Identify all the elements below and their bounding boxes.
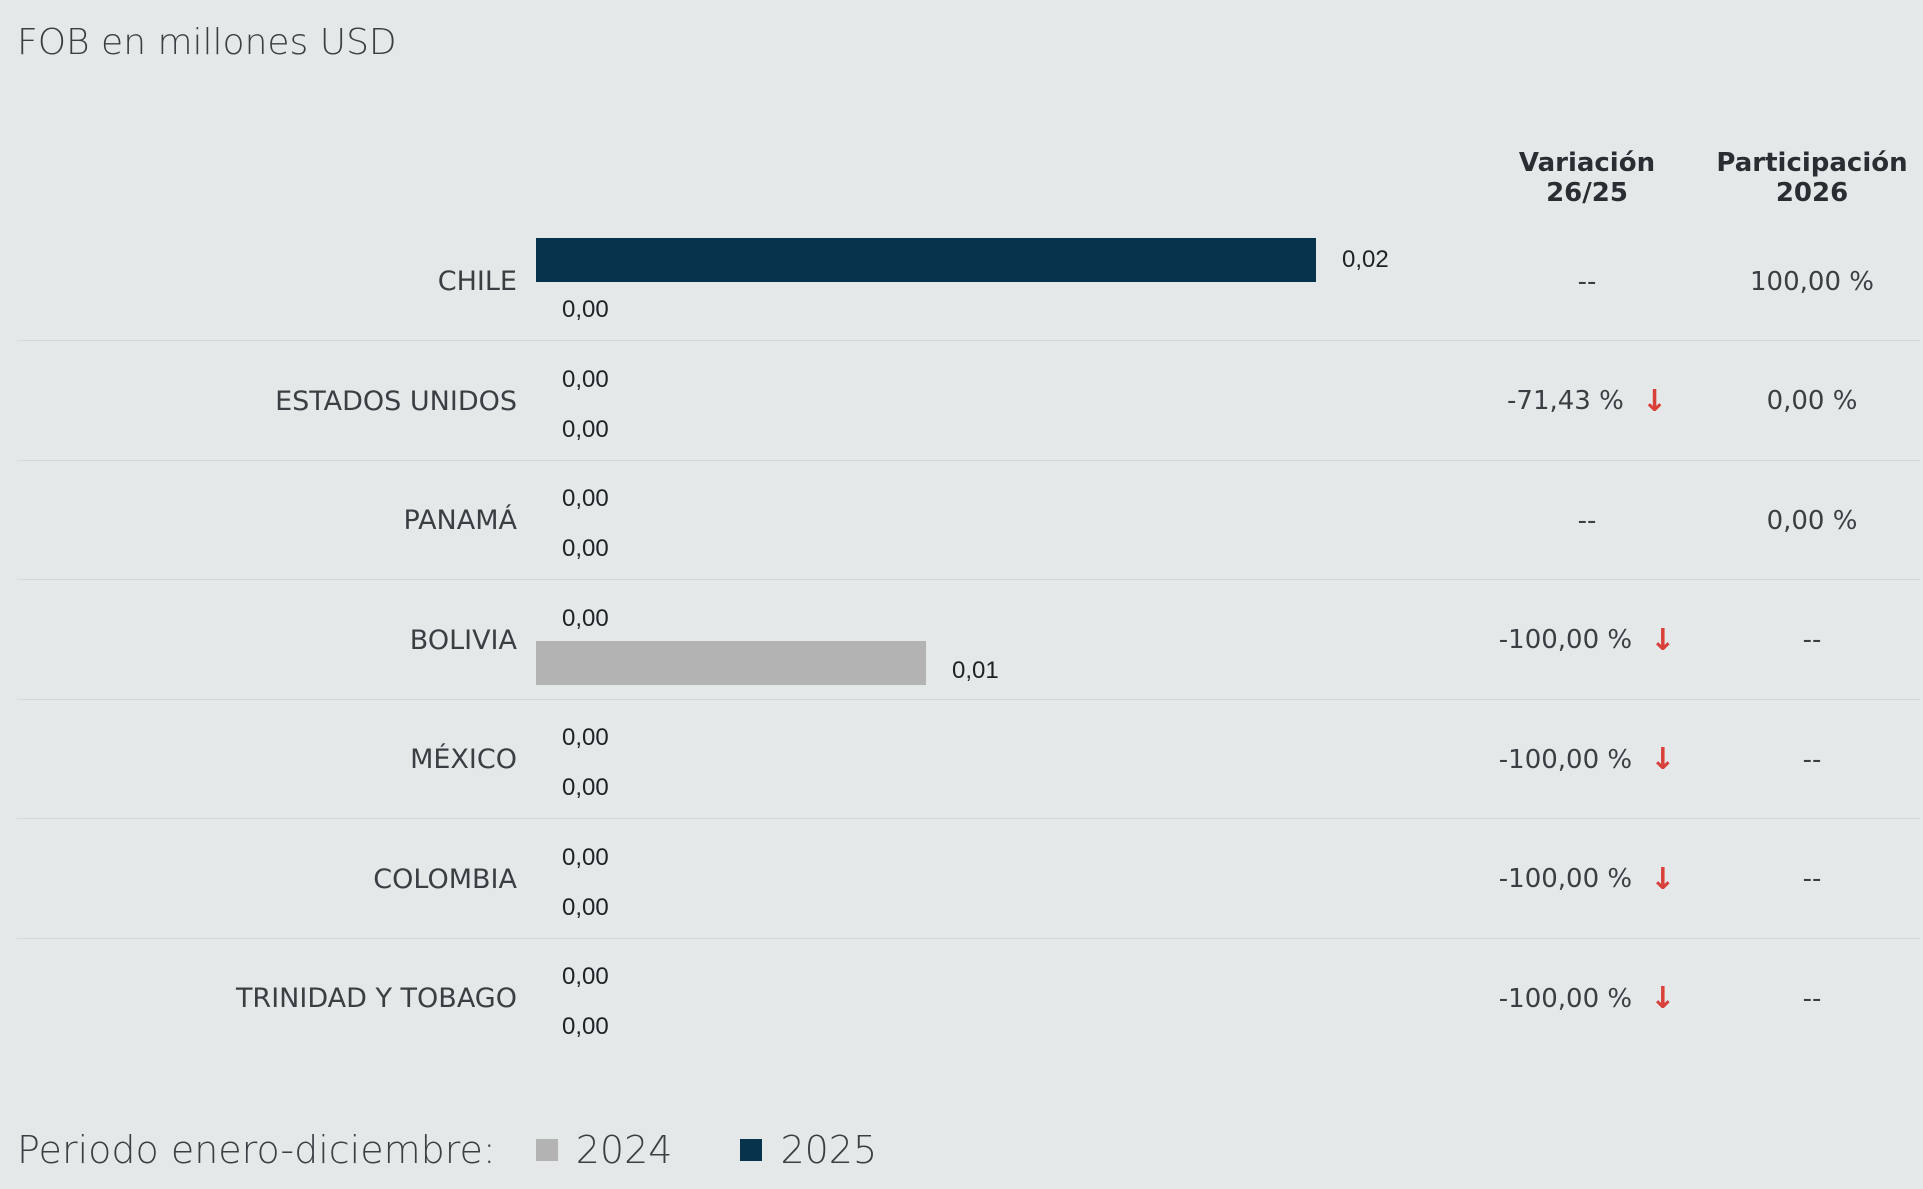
- participacion-header-line1: Participación: [1716, 148, 1908, 178]
- legend-label: Periodo enero-diciembre:: [17, 1128, 496, 1172]
- category-label: COLOMBIA: [373, 863, 517, 895]
- category-label: TRINIDAD Y TOBAGO: [235, 983, 517, 1014]
- variacion-value: --: [1577, 505, 1597, 536]
- category-label: PANAMÁ: [403, 505, 517, 536]
- data-label-2025: 0,00: [562, 724, 609, 751]
- data-label-2025: 0,00: [562, 963, 609, 990]
- legend-swatch-2024: [535, 1139, 558, 1161]
- category-label: BOLIVIA: [409, 624, 517, 656]
- bar-2025: [536, 238, 1316, 282]
- chart-row: COLOMBIA 0,00 0,00 -100,00 % ↓ --: [0, 820, 1923, 939]
- variacion-value: --: [1577, 266, 1597, 297]
- chart-row: TRINIDAD Y TOBAGO 0,00 0,00 -100,00 % ↓ --: [0, 938, 1923, 1058]
- variacion-header: Variación 26/25: [1467, 148, 1707, 208]
- arrow-down-icon: ↓: [1650, 861, 1676, 897]
- data-label-2025: 0,00: [562, 485, 609, 512]
- data-label-2024: 0,00: [562, 415, 609, 443]
- legend-item-2025: 2025: [740, 1128, 877, 1172]
- variacion-value: -100,00 %: [1498, 744, 1633, 775]
- chart-row: CHILE 0,02 0,00 -- 100,00 %: [0, 222, 1923, 341]
- participacion-header: Participación 2026: [1692, 148, 1923, 208]
- variacion-cell: --: [1480, 461, 1694, 580]
- variacion-cell: -100,00 % ↓: [1480, 939, 1694, 1058]
- variacion-value: -100,00 %: [1498, 983, 1633, 1014]
- variacion-value: -71,43 %: [1507, 386, 1624, 416]
- variacion-value: -100,00 %: [1498, 864, 1633, 894]
- variacion-cell: -100,00 % ↓: [1480, 700, 1694, 819]
- participacion-cell: --: [1802, 744, 1822, 775]
- legend-swatch-2025: [740, 1139, 763, 1161]
- data-label-2025: 0,00: [562, 843, 609, 871]
- variacion-cell: -100,00 % ↓: [1480, 820, 1694, 939]
- variacion-header-line1: Variación: [1518, 148, 1656, 178]
- participacion-cell: --: [1802, 983, 1822, 1014]
- chart-row: PANAMÁ 0,00 0,00 -- 0,00 %: [0, 461, 1923, 580]
- variacion-cell: -100,00 % ↓: [1480, 581, 1694, 700]
- participacion-cell: --: [1802, 625, 1822, 655]
- legend: Periodo enero-diciembre: 2024 2025: [17, 1122, 877, 1178]
- category-label: CHILE: [437, 266, 517, 297]
- arrow-down-icon: ↓: [1650, 622, 1676, 658]
- data-label-2024: 0,00: [562, 535, 609, 562]
- row-separator: [536, 938, 1920, 939]
- data-label-2024: 0,00: [562, 774, 609, 801]
- data-label-2024: 0,00: [562, 893, 609, 921]
- chart-subtitle: FOB en millones USD: [17, 22, 397, 63]
- arrow-down-icon: ↓: [1650, 981, 1676, 1016]
- arrow-down-icon: ↓: [1641, 383, 1667, 419]
- variacion-value: -100,00 %: [1498, 625, 1633, 655]
- chart-row: BOLIVIA 0,00 0,01 -100,00 % ↓ --: [0, 581, 1923, 700]
- participacion-header-line2: 2026: [1775, 178, 1849, 208]
- row-separator: [17, 579, 1920, 580]
- data-label-2024: 0,00: [562, 1013, 609, 1040]
- legend-label-2025: 2025: [780, 1128, 878, 1172]
- participacion-cell: --: [1802, 864, 1822, 894]
- data-label-2024: 0,00: [562, 296, 609, 323]
- data-label-2025: 0,00: [562, 604, 609, 632]
- chart-row: MÉXICO 0,00 0,00 -100,00 % ↓ --: [0, 700, 1923, 819]
- legend-label-2024: 2024: [575, 1128, 673, 1172]
- variacion-header-line2: 26/25: [1546, 178, 1628, 208]
- arrow-down-icon: ↓: [1650, 742, 1676, 777]
- chart-row: ESTADOS UNIDOS 0,00 0,00 -71,43 % ↓ 0,00 %: [0, 342, 1923, 461]
- bar-2024: [536, 640, 926, 685]
- row-separator: [17, 340, 1920, 341]
- row-separator: [17, 459, 1920, 461]
- row-separator: [17, 698, 1920, 700]
- variacion-cell: --: [1480, 222, 1694, 341]
- category-label: MÉXICO: [410, 744, 517, 775]
- data-label-2025: 0,02: [1342, 246, 1389, 273]
- participacion-cell: 0,00 %: [1766, 386, 1858, 416]
- participacion-cell: 100,00 %: [1750, 266, 1874, 297]
- legend-item-2024: 2024: [535, 1128, 673, 1172]
- category-label: ESTADOS UNIDOS: [275, 385, 517, 417]
- row-separator: [17, 818, 1920, 819]
- data-label-2025: 0,00: [562, 365, 609, 393]
- data-label-2024: 0,01: [952, 656, 999, 684]
- participacion-cell: 0,00 %: [1766, 505, 1858, 536]
- variacion-cell: -71,43 % ↓: [1480, 342, 1694, 461]
